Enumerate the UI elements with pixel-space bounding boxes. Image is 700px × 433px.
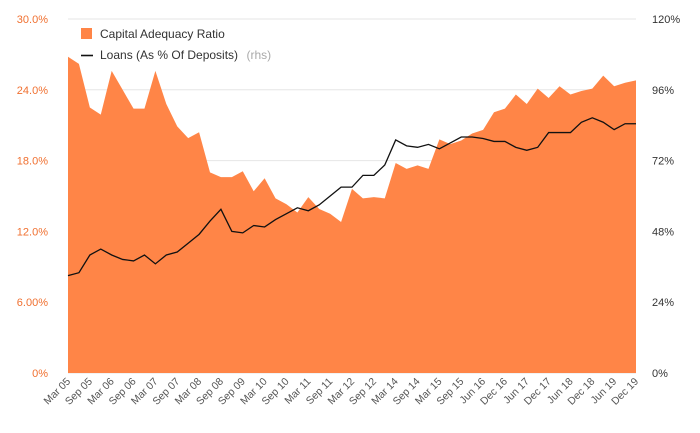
left-y-tick-label: 12.0% [17, 226, 48, 238]
left-y-tick-label: 0% [32, 368, 48, 380]
right-y-tick-label: 48% [652, 226, 674, 238]
right-y-tick-label: 120% [652, 14, 680, 26]
capital-adequacy-ratio-area [68, 56, 636, 373]
legend-label-capital-adequacy-ratio: Capital Adequacy Ratio [100, 27, 225, 41]
right-y-tick-label: 72% [652, 156, 674, 168]
left-y-tick-label: 18.0% [17, 156, 48, 168]
right-y-axis: 0% 24% 48% 72% 96% 120% [652, 14, 680, 380]
legend-label-loans-to-deposits: Loans (As % Of Deposits) [100, 48, 238, 62]
right-y-tick-label: 0% [652, 368, 668, 380]
loans-to-deposits-line [67, 117, 636, 277]
left-y-tick-label: 30.0% [17, 14, 48, 26]
legend: Capital Adequacy Ratio Loans (As % Of De… [81, 27, 271, 63]
left-y-tick-label: 6.00% [17, 297, 48, 309]
right-y-tick-label: 96% [652, 85, 674, 97]
legend-swatch-capital-adequacy-ratio [81, 28, 92, 39]
left-y-axis: 0% 6.00% 12.0% 18.0% 24.0% 30.0% [17, 14, 48, 380]
legend-suffix-rhs: (rhs) [247, 48, 272, 62]
left-y-tick-label: 24.0% [17, 85, 48, 97]
legend-entry-loans-to-deposits: Loans (As % Of Deposits) (rhs) [100, 46, 271, 63]
right-y-tick-label: 24% [652, 297, 674, 309]
